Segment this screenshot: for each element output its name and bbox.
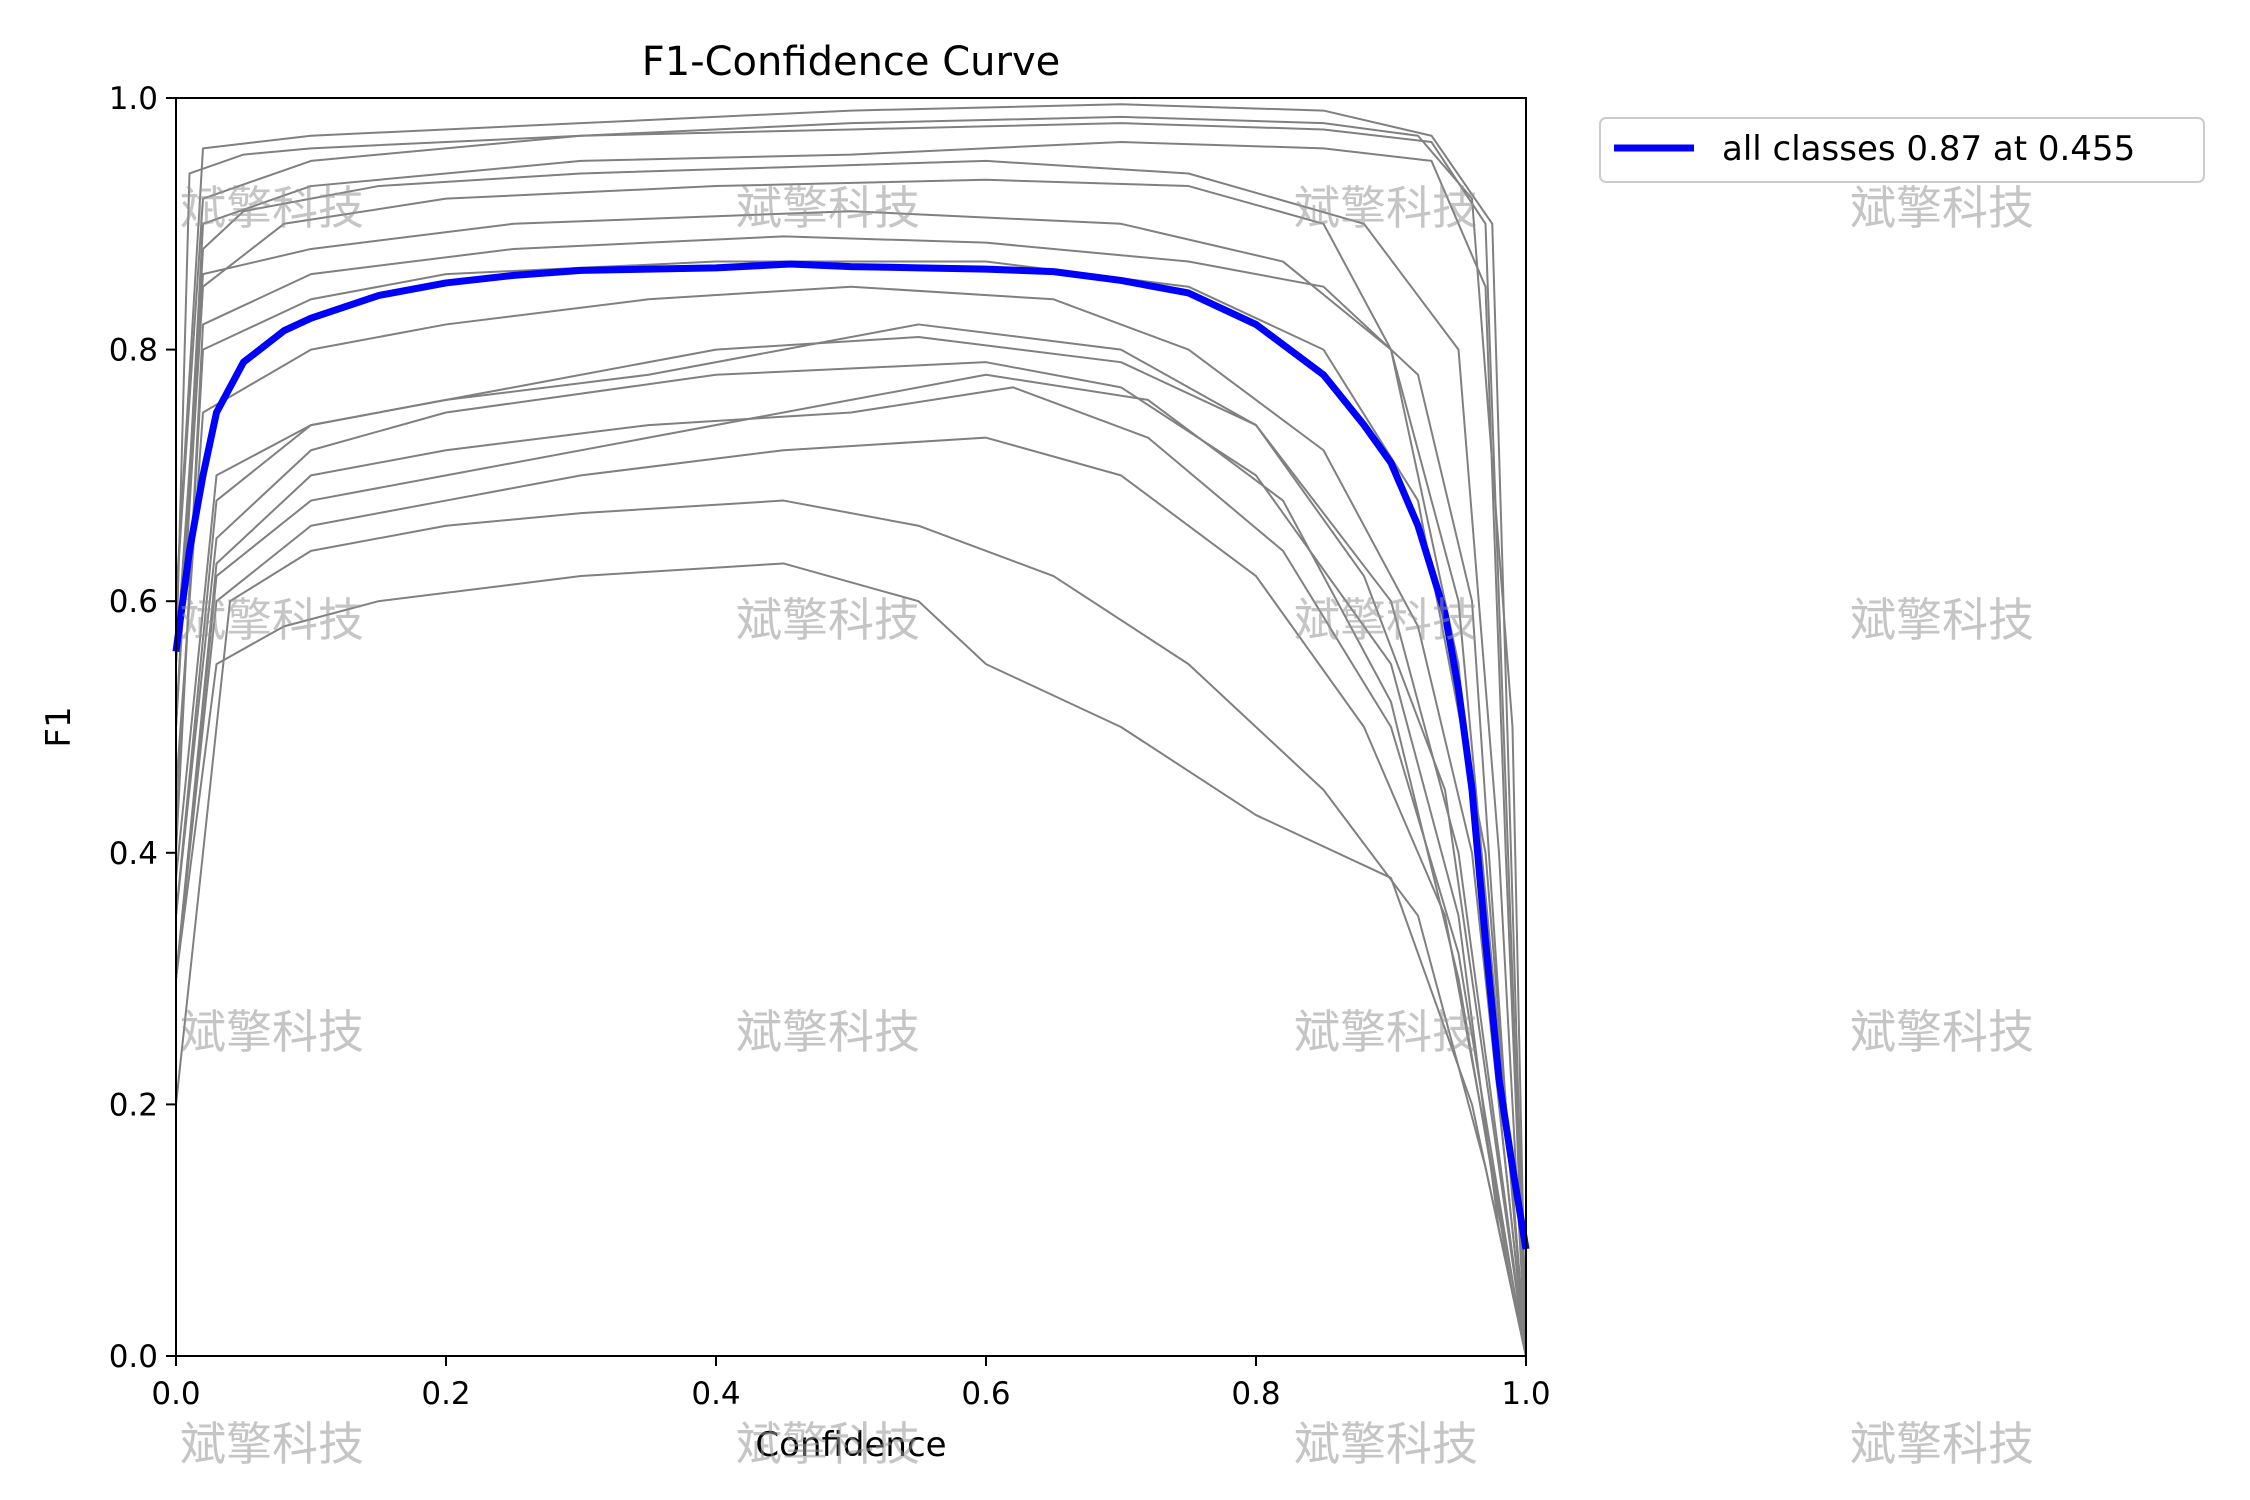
chart-title: F1-Confidence Curve — [642, 39, 1061, 85]
y-tick-label: 0.0 — [109, 1339, 158, 1375]
series-line-class-14 — [175, 499, 1527, 1357]
series-line-class-01 — [175, 122, 1527, 1357]
plot-area-frame — [175, 97, 1527, 1357]
series-line-class-10 — [175, 115, 1527, 1357]
x-tick-label: 0.4 — [691, 1376, 740, 1412]
y-tick-label: 1.0 — [109, 81, 158, 117]
series-line-class-17 — [175, 103, 1527, 1357]
series-line-class-04 — [175, 361, 1527, 1357]
series-line-class-09 — [175, 336, 1527, 1357]
x-tick-label: 0.0 — [151, 1376, 200, 1412]
series-line-class-05 — [175, 562, 1527, 1357]
legend: all classes 0.87 at 0.455 — [1599, 117, 2205, 183]
series-line-class-06 — [175, 285, 1527, 1357]
series-line-all-classes — [172, 260, 1530, 1250]
series-layer — [172, 103, 1530, 1357]
series-line-class-03 — [175, 235, 1527, 1357]
y-tick-label: 0.8 — [109, 333, 158, 369]
legend-label-all-classes: all classes 0.87 at 0.455 — [1722, 129, 2135, 169]
series-line-class-07 — [175, 436, 1527, 1357]
y-tick-label: 0.6 — [109, 584, 158, 620]
series-line-class-12 — [175, 260, 1527, 1357]
series-line-class-18 — [175, 386, 1527, 1357]
y-tick-label: 0.4 — [109, 836, 158, 872]
x-tick-label: 0.8 — [1231, 1376, 1280, 1412]
x-tick-label: 0.2 — [421, 1376, 470, 1412]
x-tick-label: 1.0 — [1501, 1376, 1550, 1412]
legend-box — [1599, 117, 2205, 183]
series-line-class-11 — [175, 373, 1527, 1357]
series-line-class-13 — [175, 159, 1527, 1357]
series-line-class-16 — [175, 323, 1527, 1357]
axes-layer: 0.0 0.2 0.4 0.6 0.8 1.0 0.0 0.2 0.4 0.6 0.8 1.0 — [109, 81, 1551, 1412]
y-axis-title: F1 — [39, 706, 79, 747]
x-axis-title: Confidence — [755, 1425, 946, 1465]
x-tick-label: 0.6 — [961, 1376, 1010, 1412]
y-tick-label: 0.2 — [109, 1087, 158, 1123]
series-line-class-15 — [175, 210, 1527, 1357]
